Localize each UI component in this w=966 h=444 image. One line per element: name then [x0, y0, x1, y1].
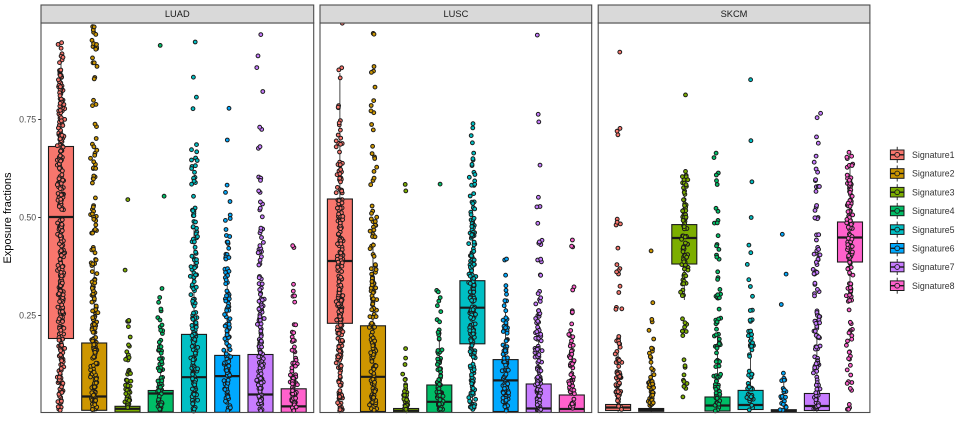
- svg-text:0.75: 0.75: [19, 115, 36, 125]
- svg-text:0.25: 0.25: [19, 311, 36, 321]
- svg-text:Signature4: Signature4: [912, 206, 955, 216]
- svg-text:LUAD: LUAD: [165, 9, 190, 19]
- svg-text:Signature6: Signature6: [912, 244, 955, 254]
- svg-text:LUSC: LUSC: [443, 9, 468, 19]
- svg-text:SKCM: SKCM: [721, 9, 748, 19]
- svg-text:Signature2: Signature2: [912, 169, 955, 179]
- svg-text:Signature3: Signature3: [912, 187, 955, 197]
- svg-text:Signature7: Signature7: [912, 262, 955, 272]
- svg-text:Exposure fractions: Exposure fractions: [2, 172, 14, 264]
- svg-text:Signature8: Signature8: [912, 281, 955, 291]
- svg-text:Signature1: Signature1: [912, 150, 955, 160]
- svg-text:0.50: 0.50: [19, 213, 36, 223]
- svg-text:Signature5: Signature5: [912, 225, 955, 235]
